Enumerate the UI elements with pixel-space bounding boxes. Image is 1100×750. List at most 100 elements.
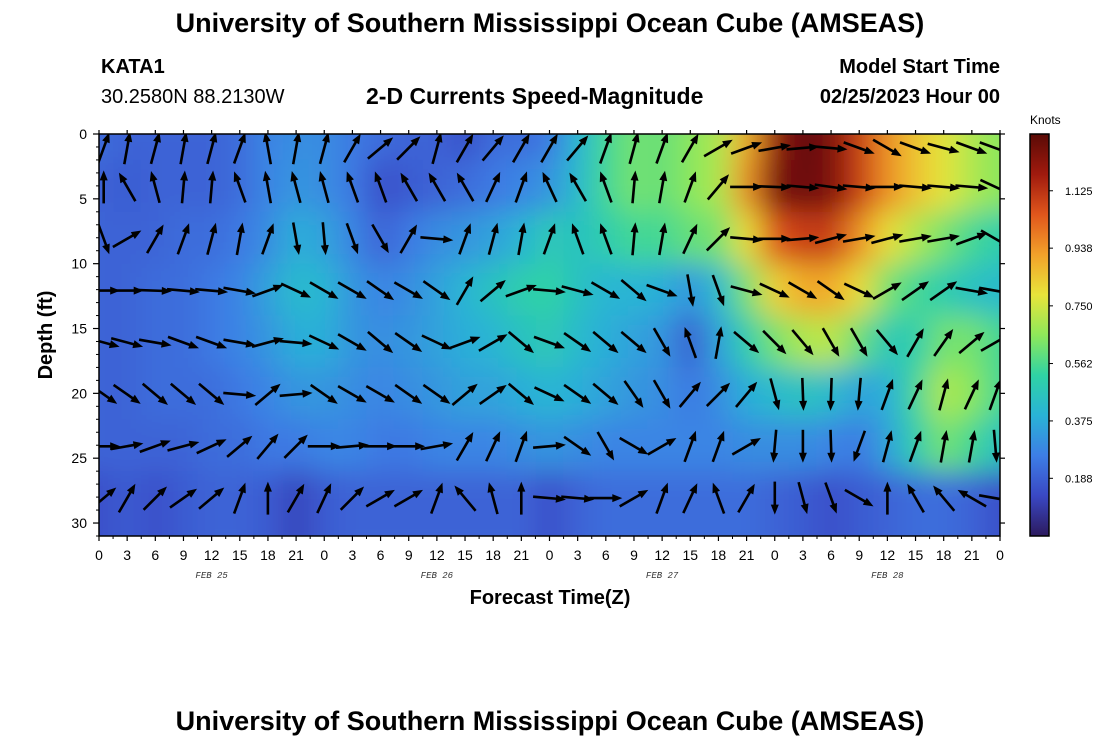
vector-head [854, 400, 863, 411]
current-vector-arrow [842, 183, 876, 192]
current-vector-arrow [733, 330, 760, 354]
vector-shaft [345, 222, 358, 250]
vector-shaft [955, 184, 983, 190]
current-vector-arrow [394, 383, 423, 404]
vector-shaft [279, 392, 307, 398]
vector-head [518, 222, 527, 234]
vector-head [944, 329, 954, 340]
current-vector-arrow [844, 488, 874, 507]
current-vector-arrow [683, 430, 697, 463]
heatmap-cell [563, 471, 593, 536]
vector-shaft [166, 287, 195, 293]
vector-head [374, 171, 383, 183]
vector-shaft [955, 286, 983, 294]
vector-shaft [251, 285, 279, 298]
vector-shaft [735, 385, 755, 408]
vector-shaft [600, 228, 613, 255]
current-vector-arrow [138, 286, 172, 295]
vector-shaft [849, 327, 866, 353]
vector-head [387, 442, 398, 451]
vector-shaft [978, 494, 1000, 501]
current-vector-arrow [345, 222, 359, 255]
vector-head [599, 223, 608, 234]
current-vector-arrow [759, 282, 790, 298]
vector-head [464, 432, 474, 443]
x-tick-label: 6 [151, 547, 159, 563]
vector-shaft [563, 435, 588, 454]
current-vector-arrow [99, 389, 118, 404]
current-vector-arrow [367, 330, 394, 354]
vector-head [580, 446, 592, 456]
vector-head [580, 394, 592, 404]
vector-shaft [561, 285, 589, 295]
current-vector-arrow [533, 386, 565, 402]
heatmap-cell [197, 471, 227, 536]
current-vector-arrow [337, 281, 367, 299]
vector-shaft [598, 137, 611, 164]
vector-head [746, 483, 755, 495]
current-vector-arrow [291, 222, 302, 255]
vector-shaft [421, 334, 447, 349]
current-vector-arrow [561, 285, 594, 297]
x-day-label: FEB 25 [195, 571, 228, 581]
x-tick-label: 18 [936, 547, 952, 563]
vector-head [666, 289, 678, 297]
current-vector-arrow [682, 483, 698, 514]
current-vector-arrow [112, 230, 142, 249]
vector-shaft [291, 222, 300, 250]
vector-shaft [711, 274, 724, 301]
x-axis-title: Forecast Time(Z) [470, 587, 631, 609]
vector-head [356, 290, 367, 299]
vector-head [400, 172, 409, 184]
vector-shaft [487, 228, 498, 256]
vector-head [293, 244, 302, 255]
vector-head [415, 442, 426, 451]
vector-shaft [933, 333, 951, 357]
current-vector-arrow [479, 280, 506, 303]
vector-shaft [366, 280, 390, 298]
current-vector-arrow [939, 430, 949, 463]
x-tick-label: 9 [855, 547, 863, 563]
current-vector-arrow [320, 222, 329, 256]
vector-shaft [929, 283, 954, 302]
vector-head [798, 452, 807, 463]
colorbar-units: Knots [1030, 113, 1061, 127]
heatmap-cell [113, 471, 143, 536]
current-vector-arrow [507, 382, 534, 405]
vector-shaft [711, 435, 724, 463]
current-vector-arrow [705, 227, 731, 252]
current-vector-arrow [798, 429, 807, 463]
current-vector-arrow [540, 134, 558, 163]
vector-shaft [123, 137, 131, 165]
vector-shaft [927, 235, 955, 243]
current-vector-arrow [655, 134, 669, 164]
current-vector-arrow [927, 183, 961, 192]
vector-head [216, 341, 228, 349]
vector-head [688, 430, 697, 442]
vector-head [853, 451, 861, 462]
vector-shaft [935, 489, 956, 512]
vector-head [300, 289, 311, 298]
vector-head [189, 287, 200, 296]
vector-shaft [843, 282, 870, 297]
vector-head [976, 232, 988, 241]
vector-head [554, 341, 565, 349]
current-vector-arrow [223, 286, 256, 296]
vector-shaft [909, 488, 925, 514]
vector-shaft [533, 386, 560, 400]
vector-shaft [988, 384, 1000, 411]
current-vector-arrow [309, 281, 339, 299]
x-tick-label: 12 [880, 547, 896, 563]
y-tick-label: 15 [71, 321, 87, 337]
current-vector-arrow [180, 170, 188, 204]
current-vector-arrow [927, 233, 960, 243]
vector-head [233, 171, 242, 183]
vector-head [752, 235, 763, 244]
vector-head [830, 346, 840, 357]
current-vector-arrow [514, 430, 528, 463]
current-vector-arrow [933, 485, 956, 512]
vector-head [242, 435, 253, 446]
vector-head [921, 183, 932, 192]
current-vector-arrow [223, 391, 257, 399]
vector-head [469, 336, 481, 345]
